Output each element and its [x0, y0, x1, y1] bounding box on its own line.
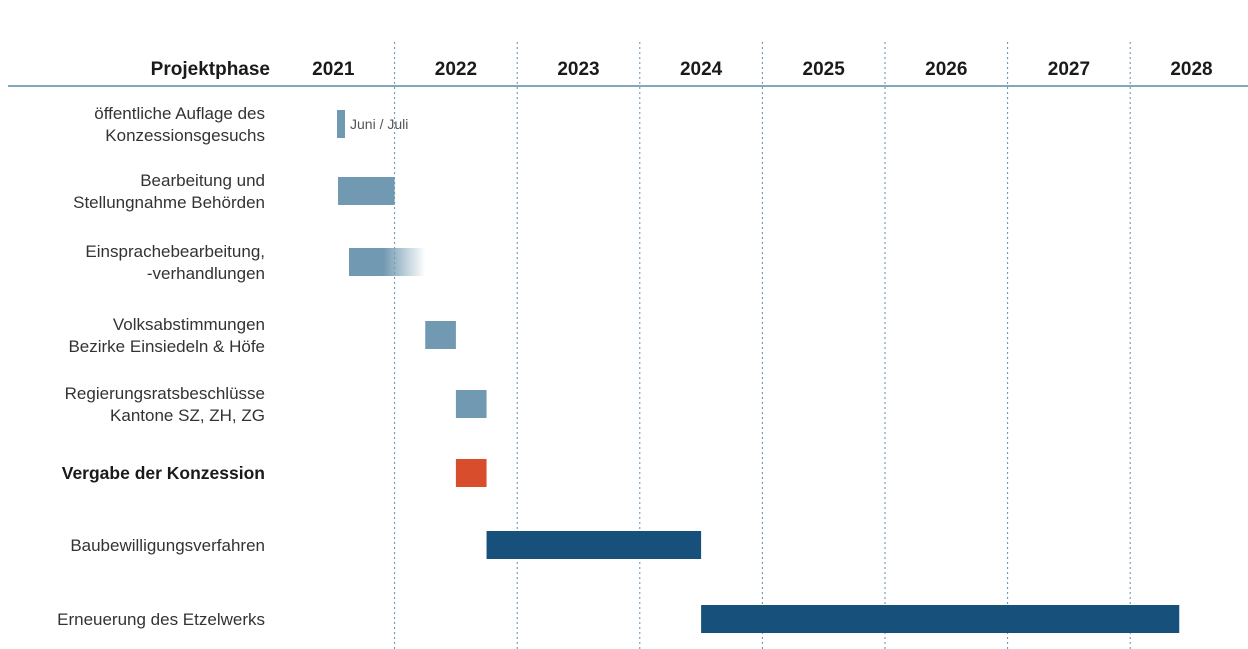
- year-label: 2024: [680, 59, 723, 80]
- task-label: Volksabstimmungen: [113, 315, 265, 334]
- year-label: 2027: [1048, 59, 1090, 80]
- task-bar: [425, 321, 456, 349]
- task-label: öffentliche Auflage des: [94, 104, 265, 123]
- year-label: 2022: [435, 59, 477, 80]
- task-label: Konzessionsgesuchs: [105, 126, 265, 145]
- year-label: 2021: [312, 59, 355, 80]
- task-label: Erneuerung des Etzelwerks: [57, 610, 265, 629]
- task-bar: [455, 390, 487, 418]
- year-label: 2025: [803, 59, 846, 80]
- task-bar: [349, 248, 426, 276]
- year-labels: 2021 2022 2023 2024 2025 2026 2027 2028: [312, 59, 1212, 80]
- year-label: 2028: [1170, 59, 1212, 80]
- task-label: Stellungnahme Behörden: [73, 193, 265, 212]
- task-bar: [701, 605, 1180, 633]
- task-bar: [337, 110, 345, 138]
- task-bar: [486, 531, 702, 559]
- task-label: Bezirke Einsiedeln & Höfe: [68, 337, 265, 356]
- tasks: öffentliche Auflage des Konzessionsgesuch…: [57, 104, 1180, 633]
- task-label: Kantone SZ, ZH, ZG: [110, 406, 265, 425]
- task-label: Regierungsratsbeschlüsse: [65, 384, 265, 403]
- task-bar: [338, 177, 395, 205]
- task-label: -verhandlungen: [147, 264, 265, 283]
- year-label: 2023: [557, 59, 599, 80]
- header-label: Projektphase: [151, 59, 270, 80]
- task-label: Einsprachebearbeitung,: [85, 242, 265, 261]
- task-label: Baubewilligungsverfahren: [70, 536, 265, 555]
- task-label: Bearbeitung und: [140, 171, 265, 190]
- task-label: Vergabe der Konzession: [62, 463, 265, 483]
- task-bar: [455, 459, 487, 487]
- year-label: 2026: [925, 59, 967, 80]
- task-annotation: Juni / Juli: [350, 116, 408, 132]
